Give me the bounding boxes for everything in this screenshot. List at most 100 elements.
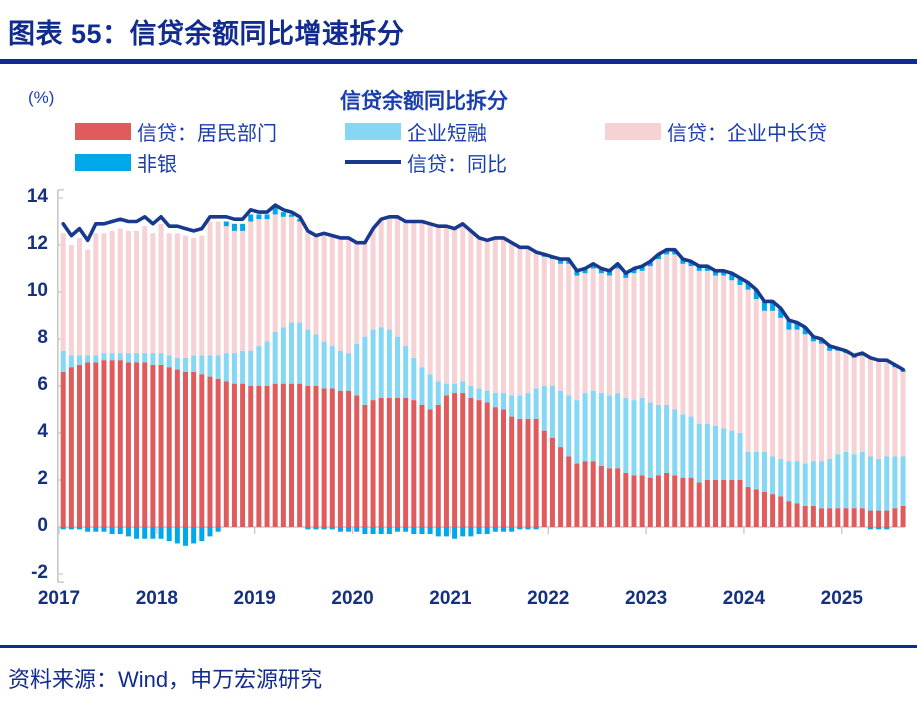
bar-segment (607, 275, 613, 396)
bar-segment (778, 308, 784, 318)
bar-segment (696, 266, 702, 271)
bar-segment (778, 458, 784, 497)
bar-segment (802, 327, 808, 335)
bar-segment (117, 527, 123, 535)
bar-segment (346, 353, 352, 391)
bar-segment (443, 395, 449, 527)
bar-segment (558, 263, 564, 391)
bar-segment (468, 397, 474, 527)
legend-label: 信贷：企业中长贷 (667, 122, 827, 145)
bar-segment (639, 266, 645, 271)
x-axis-label: 2018 (135, 588, 178, 609)
bar-segment (93, 233, 99, 356)
y-axis-label: 6 (37, 374, 48, 395)
bar-segment (109, 527, 115, 535)
bar-segment (704, 480, 710, 527)
bar-segment (778, 317, 784, 459)
bar-segment (85, 355, 91, 363)
bar-segment (533, 527, 539, 530)
bar-segment (199, 527, 205, 542)
bar-segment (827, 458, 833, 509)
bar-segment (721, 275, 727, 429)
bar-segment (403, 397, 409, 527)
bar-segment (191, 527, 197, 544)
bar-segment (476, 400, 482, 527)
bar-segment (900, 371, 906, 457)
bar-segment (403, 527, 409, 532)
footer-source: 资料来源：Wind，申万宏源研究 (8, 667, 323, 692)
bar-segment (443, 383, 449, 396)
bar-segment (395, 527, 401, 532)
bar-segment (419, 221, 425, 368)
bar-segment (541, 386, 547, 431)
bar-segment (867, 527, 873, 530)
bar-segment (884, 456, 890, 511)
bar-segment (101, 527, 107, 532)
bar-segment (191, 355, 197, 372)
legend-label: 企业短融 (407, 122, 487, 145)
bar-segment (607, 395, 613, 469)
bar-segment (794, 503, 800, 527)
bar-segment (419, 367, 425, 405)
bar-segment (876, 360, 882, 459)
bar-segment (85, 362, 91, 527)
bar-segment (85, 249, 91, 356)
x-axis-label: 2020 (331, 588, 374, 609)
bar-segment (289, 322, 295, 384)
bar-segment (655, 259, 661, 405)
bar-segment (321, 233, 327, 342)
bar-segment (615, 468, 621, 527)
bar-segment (215, 221, 221, 356)
bar-segment (403, 346, 409, 398)
bar-segment (370, 329, 376, 401)
bar-segment (598, 465, 604, 527)
bar-segment (411, 400, 417, 527)
bar-segment (819, 508, 825, 527)
bar-segment (631, 475, 637, 527)
bar-segment (745, 289, 751, 452)
bar-segment (713, 270, 719, 276)
bar-segment (558, 390, 564, 448)
bar-segment (240, 223, 246, 231)
bar-segment (101, 360, 107, 527)
x-axis-label: 2017 (37, 588, 81, 609)
y-axis-label: 2 (37, 468, 48, 489)
bar-segment (558, 447, 564, 527)
bar-segment (770, 456, 776, 495)
bar-segment (623, 472, 629, 527)
bar-segment (93, 527, 99, 532)
bar-segment (411, 527, 417, 535)
y-axis-label: 0 (37, 515, 48, 536)
bar-segment (802, 463, 808, 506)
bar-segment (680, 477, 686, 527)
bar-segment (843, 353, 849, 452)
bar-segment (427, 223, 433, 375)
bar-segment (321, 388, 327, 527)
bar-segment (240, 230, 246, 351)
bar-segment (280, 327, 286, 384)
bar-segment (598, 268, 604, 274)
bar-segment (329, 235, 335, 347)
bar-segment (337, 350, 343, 391)
title-divider (0, 59, 917, 64)
bar-segment (435, 226, 441, 382)
bar-segment (313, 527, 319, 530)
bar-segment (623, 277, 629, 398)
bar-segment (810, 336, 816, 342)
bar-segment (761, 451, 767, 492)
bar-segment (117, 353, 123, 361)
bar-segment (558, 259, 564, 264)
bar-segment (761, 310, 767, 452)
bar-segment (713, 425, 719, 480)
total-yoy-line (61, 203, 905, 372)
bar-segment (582, 273, 588, 394)
bar-segment (647, 261, 653, 267)
bar-segment (256, 346, 262, 386)
bar-segment (125, 362, 131, 527)
bar-segment (223, 381, 229, 527)
bar-segment (460, 381, 466, 394)
bar-segment (566, 456, 572, 527)
bar-segment (884, 510, 890, 527)
bar-segment (484, 402, 490, 527)
